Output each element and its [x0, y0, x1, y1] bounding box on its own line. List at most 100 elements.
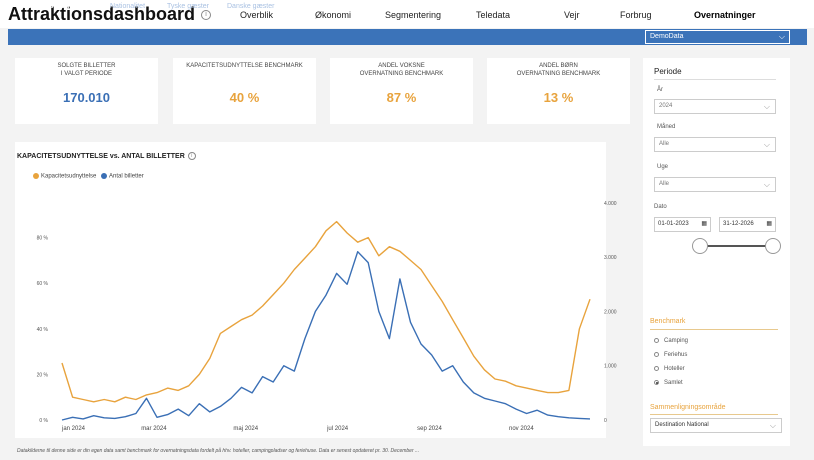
- dataset-value: DemoData: [650, 33, 684, 40]
- calendar-icon[interactable]: ▦: [766, 221, 772, 227]
- sub-navigation: [8, 29, 807, 45]
- date-slider-track[interactable]: [698, 245, 773, 247]
- y-left-tick-label: 40 %: [37, 327, 49, 333]
- chart-legend: Kapacitetsudnyttelse Antal billetter: [33, 173, 144, 180]
- date-from-value: 01-01-2023: [658, 221, 689, 227]
- date-to-value: 31-12-2026: [723, 221, 754, 227]
- y-left-tick-label: 60 %: [37, 281, 49, 287]
- date-label: Dato: [654, 204, 667, 210]
- radio-circle: [654, 338, 659, 343]
- series-line-antal-billetter: [61, 250, 591, 421]
- benchmark-divider: [650, 329, 778, 330]
- tab-nationalitet[interactable]: Nationalitet: [110, 3, 146, 10]
- nav-vejr[interactable]: Vejr: [564, 10, 580, 20]
- y-right-tick-label: 0: [604, 418, 607, 424]
- week-label: Uge: [657, 164, 669, 170]
- kpi-card-solgte-billetter: SOLGTE BILLETTER I VALGT PERIODE 170.010: [15, 58, 158, 124]
- nav-okonomi[interactable]: Økonomi: [315, 10, 352, 20]
- tab-kapacitetsudnyttelse[interactable]: Kapacitetsudnyttelse: [18, 3, 89, 10]
- kpi-label: ANDEL BØRN OVERNATNING BENCHMARK: [516, 63, 601, 77]
- legend-item-billetter[interactable]: Antal billetter: [109, 173, 144, 180]
- radio-circle-selected: [654, 380, 659, 385]
- month-dropdown[interactable]: Alle ⌵: [654, 137, 776, 152]
- dataset-select[interactable]: DemoData ⌵: [645, 30, 790, 44]
- radio-hoteller[interactable]: Hoteller: [654, 366, 685, 372]
- radio-label: Camping: [664, 338, 689, 345]
- radio-feriehus[interactable]: Feriehus: [654, 352, 687, 358]
- footnote: Datakilderne til denne side er din egen …: [17, 448, 420, 454]
- month-value: Alle: [659, 141, 670, 147]
- y-left-tick-label: 80 %: [37, 236, 49, 242]
- chart-panel: [15, 142, 606, 438]
- radio-label: Hoteller: [664, 366, 685, 373]
- week-value: Alle: [659, 181, 670, 187]
- y-right-tick-label: 3.000: [604, 255, 617, 261]
- x-tick-label: jan 2024: [61, 426, 86, 432]
- date-from-input[interactable]: 01-01-2023 ▦: [654, 217, 711, 232]
- filter-panel: [643, 58, 790, 446]
- nav-overblik[interactable]: Overblik: [240, 10, 274, 20]
- periode-title: Periode: [654, 67, 682, 76]
- legend-item-kapacitet[interactable]: Kapacitetsudnyttelse: [41, 173, 97, 180]
- nav-overnatninger[interactable]: Overnatninger: [694, 10, 756, 20]
- radio-label: Feriehus: [664, 352, 688, 359]
- app-title: Attraktionsdashboard i: [8, 4, 212, 25]
- tab-tyske-gaester[interactable]: Tyske gæster: [167, 3, 210, 10]
- series-line-kapacitetsudnyttelse: [61, 220, 591, 403]
- y-right-tick-label: 1.000: [604, 364, 617, 370]
- kpi-value: 87 %: [386, 90, 417, 105]
- x-tick-label: jul 2024: [326, 426, 349, 432]
- chart-title: KAPACITETSUDNYTTELSE vs. ANTAL BILLETTER…: [17, 152, 196, 160]
- radio-circle: [654, 352, 659, 357]
- kpi-value: 40 %: [229, 90, 260, 105]
- tab-danske-gaester[interactable]: Danske gæster: [227, 3, 275, 10]
- date-slider-end-handle[interactable]: [765, 238, 781, 254]
- compare-dropdown[interactable]: Destination National ⌵: [650, 418, 782, 433]
- x-tick-label: mar 2024: [141, 426, 167, 432]
- nav-forbrug[interactable]: Forbrug: [620, 10, 652, 20]
- kpi-value: 13 %: [543, 90, 574, 105]
- radio-camping[interactable]: Camping: [654, 338, 688, 344]
- compare-divider: [650, 414, 778, 415]
- kpi-value: 170.010: [63, 90, 110, 105]
- year-label: År: [657, 87, 663, 93]
- y-left-tick-label: 20 %: [37, 372, 49, 378]
- top-bar: [0, 0, 814, 28]
- year-value: 2024: [659, 103, 673, 109]
- kpi-label: ANDEL VOKSNE OVERNATNING BENCHMARK: [359, 63, 444, 77]
- chevron-down-icon: ⌵: [769, 421, 776, 430]
- compare-title: Sammenligningsområde: [650, 404, 726, 411]
- date-slider-start-handle[interactable]: [692, 238, 708, 254]
- nav-segmentering[interactable]: Segmentering: [385, 10, 442, 20]
- kpi-card-andel-voksne: ANDEL VOKSNE OVERNATNING BENCHMARK 87 %: [330, 58, 473, 124]
- week-dropdown[interactable]: Alle ⌵: [654, 177, 776, 192]
- info-icon[interactable]: i: [201, 10, 212, 21]
- chevron-down-icon: ⌵: [763, 140, 770, 149]
- y-left-tick-label: 0 %: [39, 418, 48, 424]
- y-right-tick-label: 2.000: [604, 309, 617, 315]
- info-icon[interactable]: i: [187, 152, 196, 160]
- radio-samlet[interactable]: Samlet: [654, 380, 683, 386]
- y-right-tick-label: 4.000: [604, 201, 617, 207]
- x-tick-label: maj 2024: [233, 426, 258, 432]
- legend-dot-orange: [33, 173, 39, 179]
- year-dropdown[interactable]: 2024 ⌵: [654, 99, 776, 114]
- nav-teledata[interactable]: Teledata: [476, 10, 511, 20]
- calendar-icon[interactable]: ▦: [701, 221, 707, 227]
- app-title-text: Attraktionsdashboard: [8, 4, 196, 24]
- compare-value: Destination National: [655, 422, 709, 428]
- chart-title-text: KAPACITETSUDNYTTELSE vs. ANTAL BILLETTER: [17, 152, 185, 160]
- chevron-down-icon: ⌵: [763, 102, 770, 111]
- x-tick-label: nov 2024: [509, 426, 534, 432]
- periode-divider: [654, 79, 776, 80]
- kpi-card-kapacitet-benchmark: KAPACITETSUDNYTTELSE BENCHMARK 40 %: [173, 58, 316, 124]
- benchmark-title: Benchmark: [650, 318, 686, 325]
- legend-dot-blue: [101, 173, 108, 179]
- kpi-card-andel-born: ANDEL BØRN OVERNATNING BENCHMARK 13 %: [487, 58, 630, 124]
- kpi-label: KAPACITETSUDNYTTELSE BENCHMARK: [186, 63, 303, 69]
- x-tick-label: sep 2024: [417, 426, 442, 432]
- date-to-input[interactable]: 31-12-2026 ▦: [719, 217, 776, 232]
- chevron-down-icon: ⌵: [763, 180, 770, 189]
- kpi-label: SOLGTE BILLETTER I VALGT PERIODE: [57, 63, 116, 77]
